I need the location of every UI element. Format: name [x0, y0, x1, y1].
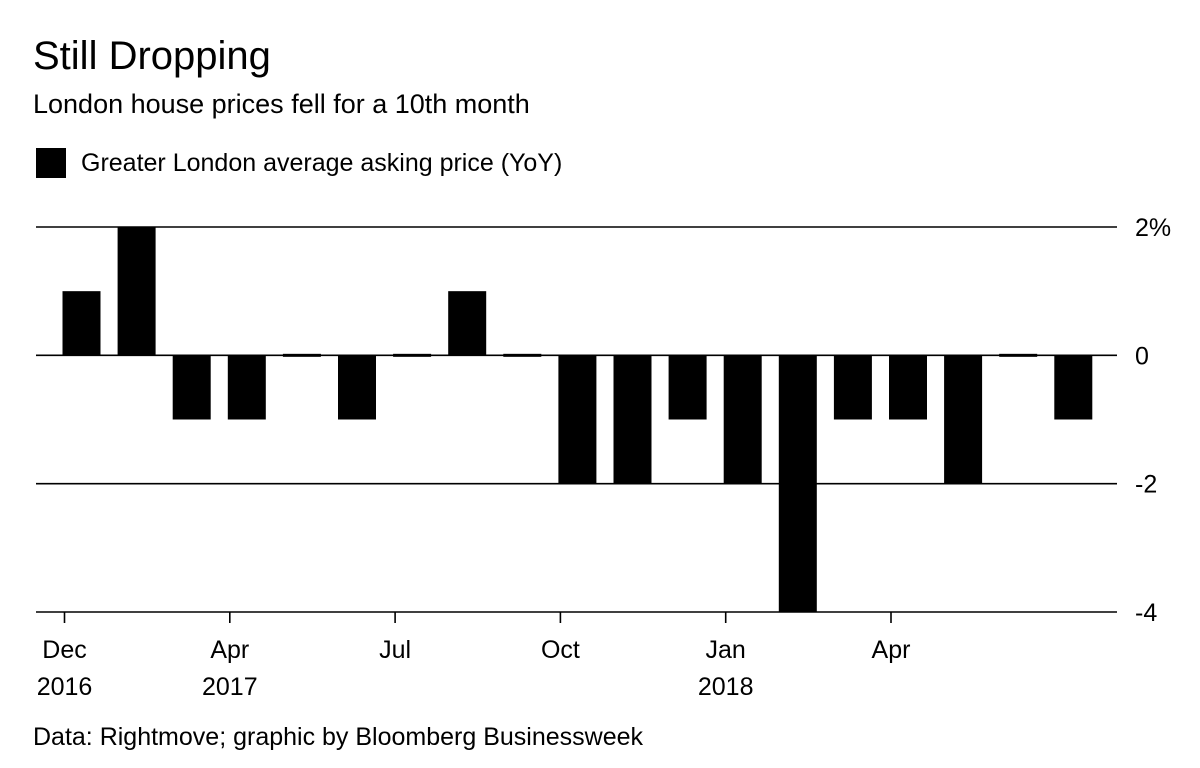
- bar: [668, 355, 707, 420]
- x-axis-ticks: Dec 2016 Apr 2017 Jul Oct Jan 2018 Apr: [37, 612, 911, 701]
- bar: [1054, 355, 1093, 420]
- y-tick-label: -2: [1135, 471, 1157, 499]
- x-tick-label: Oct: [541, 636, 580, 664]
- source-note: Data: Rightmove; graphic by Bloomberg Bu…: [33, 723, 644, 751]
- y-tick-label: 2%: [1135, 214, 1171, 242]
- x-tick-label: Apr: [872, 636, 911, 664]
- y-tick-label: -4: [1135, 599, 1157, 627]
- bar: [62, 291, 101, 356]
- bar: [338, 355, 376, 420]
- bar: [778, 355, 817, 612]
- bar: [393, 353, 432, 357]
- bar: [227, 355, 266, 420]
- y-tick-label: 0: [1135, 342, 1149, 370]
- y-axis-ticks: 2% 0 -2 -4: [1135, 214, 1171, 627]
- bar: [117, 227, 156, 356]
- bar: [558, 355, 597, 484]
- x-tick-year: 2017: [202, 673, 258, 701]
- x-tick-label: Apr: [210, 636, 249, 664]
- bar: [282, 353, 321, 357]
- legend: Greater London average asking price (YoY…: [36, 146, 562, 180]
- bar: [613, 355, 652, 484]
- bar: [999, 353, 1038, 357]
- x-tick-label: Jul: [379, 636, 411, 664]
- x-tick-year: 2018: [698, 673, 754, 701]
- x-tick-year: 2016: [37, 673, 93, 701]
- bars: [62, 227, 1093, 612]
- bar: [723, 355, 762, 484]
- bar: [889, 355, 927, 420]
- bar: [172, 355, 211, 420]
- bar: [944, 355, 983, 484]
- x-tick-label: Jan: [706, 636, 746, 664]
- chart-subtitle: London house prices fell for a 10th mont…: [33, 89, 530, 119]
- legend-label: Greater London average asking price (YoY…: [81, 148, 563, 177]
- chart-title: Still Dropping: [33, 34, 271, 78]
- bar: [448, 291, 487, 356]
- x-tick-label: Dec: [42, 636, 86, 664]
- bar: [503, 353, 542, 357]
- legend-swatch: [36, 148, 66, 178]
- bar: [833, 355, 872, 420]
